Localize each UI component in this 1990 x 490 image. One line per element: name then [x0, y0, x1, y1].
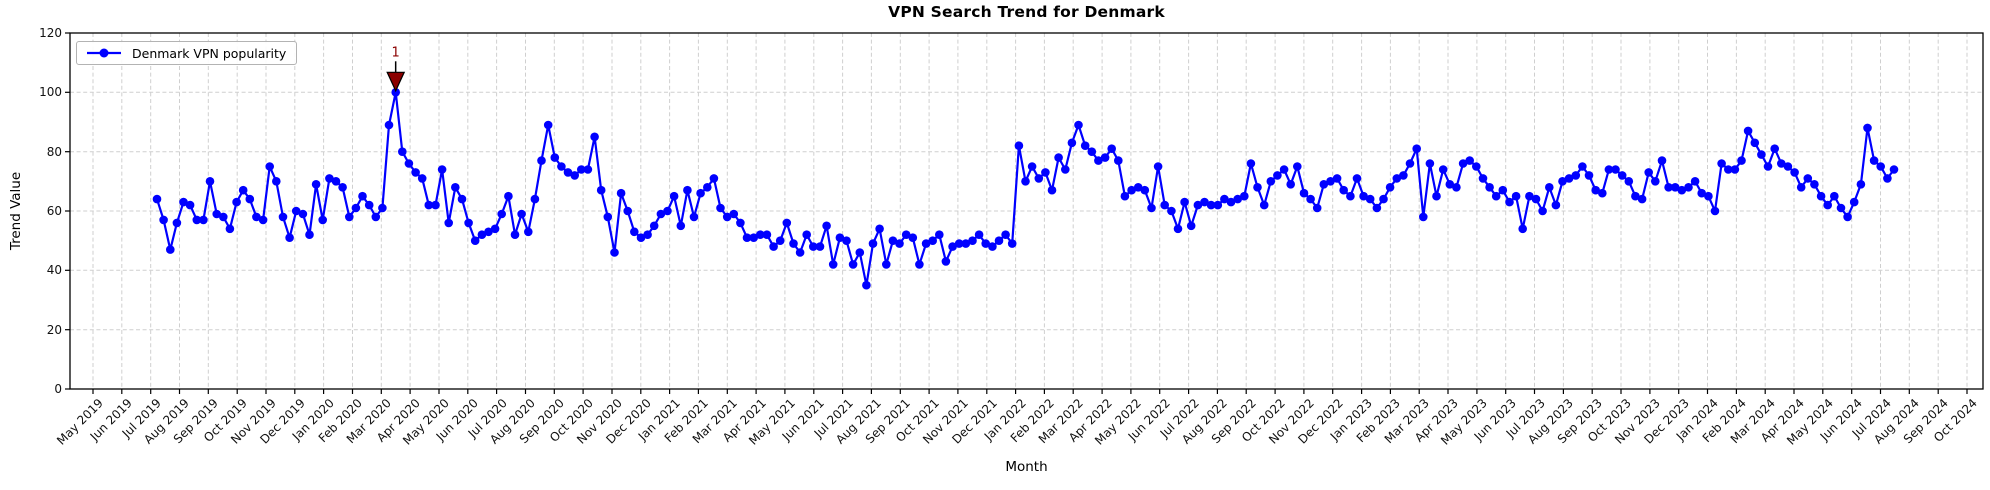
y-tick-label: 20 [46, 322, 62, 337]
legend-line-marker-icon [87, 48, 121, 58]
axis-ticks [65, 32, 1968, 394]
y-tick-label: 40 [46, 263, 62, 278]
annotation-peak: 1 [386, 45, 406, 93]
data-points [152, 88, 1899, 290]
y-tick-label: 80 [46, 144, 62, 159]
y-tick-label: 120 [39, 26, 62, 40]
x-axis-label: Month [1005, 459, 1048, 475]
arrow-down-icon [386, 71, 406, 93]
legend-label: Denmark VPN popularity [132, 45, 287, 61]
y-tick-label: 60 [46, 204, 62, 218]
annotation-label: 1 [392, 45, 400, 60]
y-tick-label: 100 [39, 85, 62, 100]
legend: Denmark VPN popularity [76, 41, 298, 65]
y-tick-label: 0 [54, 382, 62, 396]
chart-title: VPN Search Trend for Denmark [888, 3, 1165, 21]
trend-line [155, 92, 1895, 286]
